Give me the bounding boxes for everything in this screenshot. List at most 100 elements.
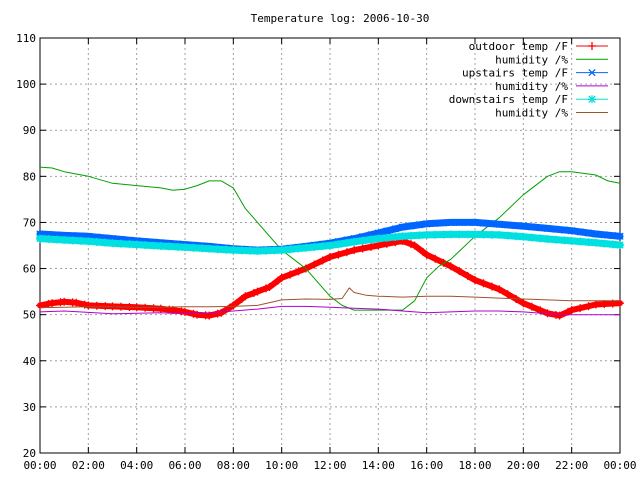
data-point — [519, 222, 527, 230]
data-point — [342, 238, 351, 247]
chart-title: Temperature log: 2006-10-30 — [251, 12, 430, 25]
data-point — [367, 235, 376, 244]
legend-entry: humidity /% — [495, 53, 608, 66]
data-point — [555, 311, 564, 320]
y-tick-label: 40 — [23, 355, 36, 368]
legend-label: humidity /% — [495, 107, 568, 120]
data-point — [358, 244, 367, 253]
legend-entry: humidity /% — [495, 107, 608, 120]
data-point — [415, 221, 424, 229]
data-point — [588, 68, 596, 77]
x-tick-label: 04:00 — [120, 459, 153, 472]
data-point — [326, 241, 334, 250]
data-point — [584, 238, 593, 247]
data-point — [519, 299, 528, 308]
data-point — [398, 232, 407, 241]
data-point — [261, 246, 270, 255]
data-point — [246, 246, 255, 255]
data-point — [568, 227, 576, 235]
data-point — [567, 306, 576, 315]
data-point — [455, 218, 463, 227]
data-point — [439, 230, 448, 239]
data-point — [560, 236, 569, 245]
data-point — [495, 285, 504, 294]
data-point — [165, 242, 174, 251]
series-line — [39, 166, 621, 311]
data-point — [488, 220, 496, 228]
data-point — [410, 241, 419, 250]
data-point — [479, 219, 488, 227]
data-point — [588, 42, 596, 50]
data-point — [415, 231, 424, 240]
data-point — [350, 246, 359, 255]
data-point — [48, 299, 57, 308]
data-point — [253, 247, 262, 256]
data-point — [249, 288, 258, 297]
data-point — [132, 240, 141, 249]
data-point — [318, 242, 327, 251]
data-point — [407, 222, 415, 230]
data-point — [141, 241, 150, 250]
data-point — [125, 240, 134, 249]
data-point — [495, 220, 503, 228]
legend-label: humidity /% — [495, 53, 568, 66]
data-point — [576, 228, 584, 236]
series-3 — [39, 305, 620, 316]
data-point — [609, 231, 617, 240]
data-point — [286, 270, 295, 279]
data-point — [576, 237, 585, 246]
data-point — [464, 218, 472, 227]
data-point — [382, 233, 391, 242]
data-point — [503, 231, 512, 240]
data-point — [92, 237, 101, 246]
data-point — [591, 300, 600, 309]
data-point — [318, 256, 327, 265]
data-point — [334, 250, 343, 259]
data-point — [431, 219, 439, 228]
data-point — [101, 302, 110, 311]
data-point — [422, 230, 431, 239]
series-line — [39, 305, 620, 316]
data-point — [422, 250, 431, 259]
y-tick-label: 110 — [16, 32, 36, 45]
data-point — [495, 230, 504, 239]
data-point — [608, 240, 617, 249]
x-tick-label: 06:00 — [168, 459, 201, 472]
data-point — [591, 238, 600, 247]
data-point — [205, 244, 214, 253]
data-point — [44, 299, 53, 308]
series — [36, 166, 624, 320]
x-tick-label: 20:00 — [507, 459, 540, 472]
data-point — [528, 223, 536, 231]
data-point — [367, 242, 376, 251]
data-point — [181, 307, 189, 316]
data-point — [310, 260, 319, 269]
x-tick-label: 12:00 — [313, 459, 346, 472]
data-point — [52, 235, 61, 244]
legend-entry: downstairs temp /F — [449, 93, 608, 106]
data-point — [527, 233, 536, 242]
data-point — [406, 231, 415, 240]
data-point — [383, 227, 391, 235]
data-point — [270, 246, 279, 255]
data-point — [294, 267, 303, 276]
legend-label: humidity /% — [495, 80, 568, 93]
data-point — [431, 230, 440, 239]
y-tick-label: 50 — [23, 309, 36, 322]
data-point — [584, 302, 593, 311]
data-point — [358, 236, 367, 245]
data-point — [374, 234, 383, 243]
y-tick-label: 70 — [23, 216, 36, 229]
x-tick-label: 02:00 — [72, 459, 105, 472]
data-point — [277, 246, 286, 255]
data-point — [576, 304, 585, 313]
data-point — [36, 234, 44, 243]
x-tick-label: 14:00 — [362, 459, 395, 472]
data-point — [301, 243, 310, 252]
data-point — [116, 239, 125, 248]
x-tick-label: 10:00 — [265, 459, 298, 472]
data-point — [567, 236, 576, 245]
data-point — [193, 310, 202, 319]
data-point — [588, 95, 596, 104]
data-point — [229, 301, 238, 310]
